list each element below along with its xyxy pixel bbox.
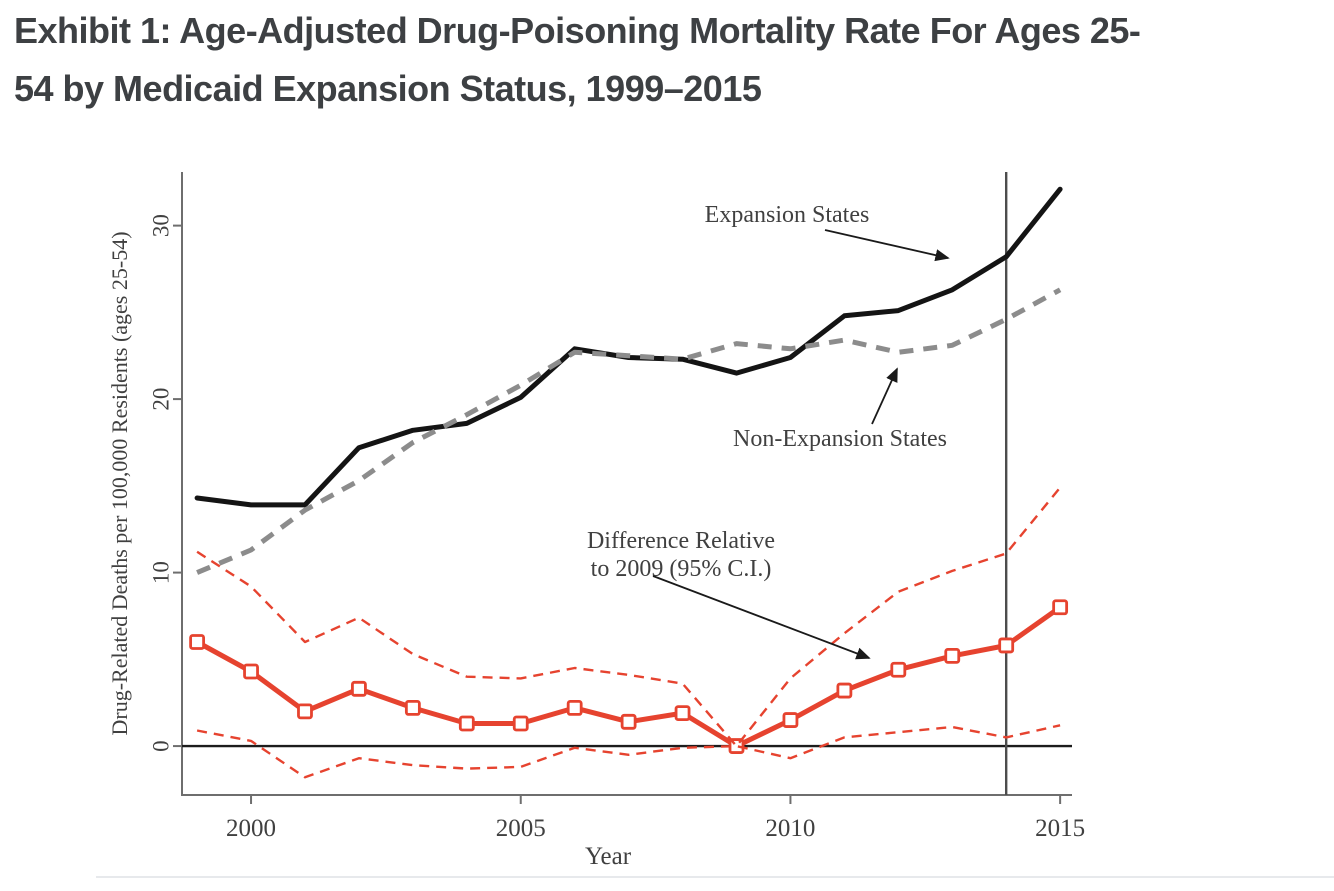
data-point-marker bbox=[998, 637, 1015, 654]
x-tick-label: 2010 bbox=[765, 815, 815, 842]
page-title-line-2: 54 by Medicaid Expansion Status, 1999–20… bbox=[14, 68, 762, 109]
data-point-marker bbox=[620, 713, 637, 730]
y-tick-label: 10 bbox=[148, 561, 173, 584]
data-point-marker bbox=[351, 680, 367, 697]
data-point-marker bbox=[189, 634, 206, 650]
data-point-marker bbox=[297, 703, 313, 720]
data-point-marker bbox=[1052, 599, 1069, 616]
data-point-marker bbox=[512, 715, 529, 732]
data-point-marker bbox=[674, 705, 691, 722]
annotation-difference-relative: Difference Relative to 2009 (95% C.I.) bbox=[587, 528, 775, 582]
page-title: Exhibit 1: Age-Adjusted Drug-Poisoning M… bbox=[14, 2, 1326, 118]
x-axis-title: Year bbox=[585, 843, 632, 870]
annotation-arrow-expansion-states bbox=[824, 229, 950, 262]
annotation-non-expansion-states: Non-Expansion States bbox=[733, 426, 947, 452]
annotation-expansion-states: Expansion States bbox=[705, 202, 870, 228]
y-axis-title: Drug-Related Deaths per 100,000 Resident… bbox=[107, 231, 132, 735]
axes-frame bbox=[181, 172, 1072, 796]
chart-canvas: 0 10 20 30 2000 2005 2010 2015 Drug-Related Deat… bbox=[107, 172, 1085, 870]
y-tick-label: 0 bbox=[148, 740, 173, 752]
data-point-marker bbox=[782, 712, 799, 728]
x-tick-label: 2005 bbox=[496, 815, 546, 842]
data-point-marker bbox=[404, 700, 421, 716]
data-point-marker bbox=[944, 647, 961, 664]
data-point-marker bbox=[836, 682, 853, 699]
data-point-marker bbox=[458, 715, 475, 732]
annotation-arrow-difference-relative bbox=[652, 575, 871, 660]
page-title-line-1: Exhibit 1: Age-Adjusted Drug-Poisoning M… bbox=[14, 10, 1141, 51]
data-point-marker bbox=[890, 661, 907, 678]
x-tick-label: 2000 bbox=[226, 815, 276, 842]
x-tick-label: 2015 bbox=[1035, 815, 1085, 842]
bottom-divider bbox=[96, 876, 1334, 878]
y-tick-label: 20 bbox=[148, 388, 173, 411]
y-tick-label: 30 bbox=[148, 214, 173, 237]
series-95-c-i-upper-bound bbox=[196, 486, 1062, 748]
data-point-marker bbox=[566, 700, 583, 716]
series-95-c-i-lower-bound bbox=[196, 724, 1061, 779]
mortality-line-chart: 0 10 20 30 2000 2005 2010 2015 Drug-Related Deat… bbox=[0, 146, 1334, 886]
data-point-marker bbox=[243, 663, 259, 680]
series-non-expansion-states bbox=[196, 287, 1062, 575]
annotation-arrow-non-expansion-states bbox=[871, 367, 898, 425]
